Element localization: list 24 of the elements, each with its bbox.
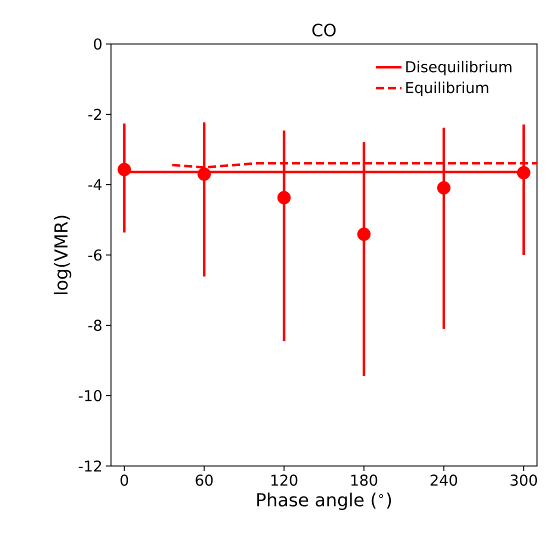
y-tick-label: -12	[78, 460, 101, 472]
x-axis-title: Phase angle ($^{∘}$)	[257, 492, 391, 510]
legend-label: Equilibrium	[406, 82, 488, 96]
point	[277, 190, 291, 204]
x-tick-label: 0	[120, 474, 128, 486]
point	[118, 162, 132, 176]
y-tick-label: -4	[88, 179, 102, 190]
y-tick-label: -2	[88, 108, 101, 120]
chart-title: CO	[312, 24, 336, 36]
point	[516, 166, 530, 180]
point	[357, 228, 371, 241]
point	[197, 167, 211, 181]
x-tick-label: 120	[271, 474, 298, 486]
y-tick-label: -6	[88, 249, 102, 261]
x-tick-label: 240	[430, 474, 458, 486]
x-tick-label: 300	[510, 474, 537, 486]
x-tick-label: 180	[351, 474, 378, 486]
y-tick-label: -10	[78, 390, 102, 402]
legend-label: Disequilibrium	[406, 60, 512, 76]
x-tick-label: 60	[196, 474, 213, 486]
y-axis-title: log(VMR)	[54, 216, 72, 294]
point	[437, 181, 451, 195]
y-tick-label: 0	[94, 38, 102, 50]
y-tick-label: -8	[88, 320, 102, 331]
